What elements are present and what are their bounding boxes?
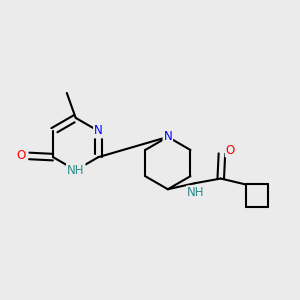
Text: NH: NH [67,165,84,178]
Text: N: N [164,130,172,143]
Text: O: O [226,143,235,157]
Text: NH: NH [67,164,84,177]
Text: NH: NH [187,186,205,199]
Text: O: O [16,149,26,162]
Text: N: N [94,124,103,137]
